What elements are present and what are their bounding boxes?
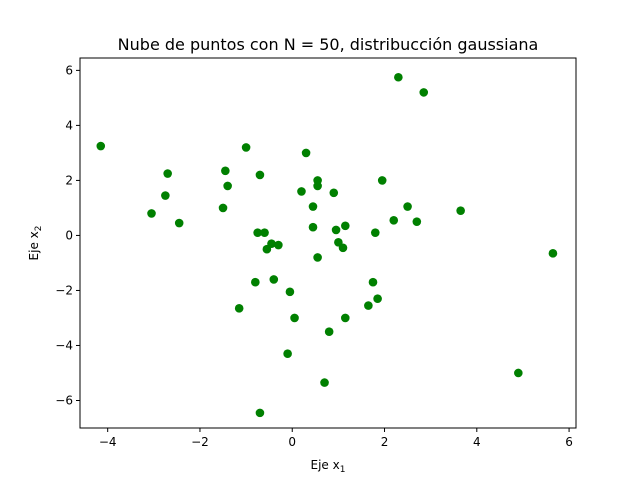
y-tick-label: 0 — [65, 228, 73, 242]
x-tick-label: 4 — [473, 435, 481, 449]
x-tick-label: −2 — [191, 435, 209, 449]
y-axis-label: Eje x2 — [27, 226, 44, 261]
data-point — [255, 170, 265, 180]
data-point — [241, 143, 251, 152]
y-tick-label: −2 — [55, 283, 73, 297]
data-point — [514, 368, 523, 378]
data-point — [161, 191, 170, 200]
data-point — [297, 187, 306, 196]
data-point — [274, 240, 283, 250]
y-tick-label: 6 — [65, 63, 73, 77]
data-point — [218, 203, 228, 213]
data-point — [283, 349, 292, 359]
y-ticks: −6 −4 −2 0 2 4 6 — [55, 63, 80, 407]
y-tick-label: 4 — [65, 118, 73, 132]
data-point — [234, 304, 244, 313]
data-point — [253, 228, 262, 237]
x-axis-label: Eje x1 — [311, 458, 346, 475]
data-point — [419, 88, 429, 97]
y-tick-label: 2 — [65, 173, 73, 187]
data-point — [221, 166, 230, 176]
y-tick-label: −6 — [55, 393, 73, 407]
data-point — [373, 294, 382, 304]
data-point — [223, 181, 232, 191]
data-point — [251, 277, 260, 287]
data-point — [267, 239, 276, 248]
data-point — [308, 202, 318, 211]
data-point — [338, 243, 348, 253]
data-point — [364, 301, 373, 310]
data-point — [394, 72, 403, 82]
data-point — [290, 313, 299, 323]
data-point — [313, 253, 322, 262]
data-point — [403, 202, 412, 211]
points-layer — [96, 72, 558, 418]
plot-frame — [79, 57, 577, 429]
data-point — [389, 216, 399, 225]
data-point — [329, 188, 339, 198]
data-point — [313, 181, 322, 191]
data-point — [260, 228, 269, 237]
data-point — [163, 169, 172, 178]
chart-title: Nube de puntos con N = 50, distribucción… — [118, 35, 539, 54]
data-point — [341, 221, 350, 231]
data-point — [269, 275, 279, 284]
data-point — [412, 217, 422, 226]
data-point — [331, 225, 341, 235]
x-tick-label: 2 — [381, 435, 389, 449]
x-ticks: −4 −2 0 2 4 6 — [99, 428, 573, 449]
x-tick-label: 6 — [565, 435, 573, 449]
data-point — [308, 222, 318, 232]
data-point — [341, 313, 350, 323]
data-point — [255, 408, 265, 418]
data-point — [324, 327, 334, 337]
data-point — [368, 277, 378, 287]
data-point — [174, 218, 184, 228]
y-tick-label: −4 — [55, 338, 73, 352]
x-tick-label: 0 — [288, 435, 296, 449]
data-point — [548, 249, 558, 258]
data-point — [320, 378, 329, 387]
data-point — [285, 287, 295, 297]
data-point — [370, 228, 380, 237]
data-point — [301, 148, 311, 158]
data-point — [96, 141, 106, 151]
data-point — [456, 206, 465, 215]
data-point — [147, 209, 156, 218]
x-tick-label: −4 — [99, 435, 117, 449]
data-point — [377, 176, 387, 185]
